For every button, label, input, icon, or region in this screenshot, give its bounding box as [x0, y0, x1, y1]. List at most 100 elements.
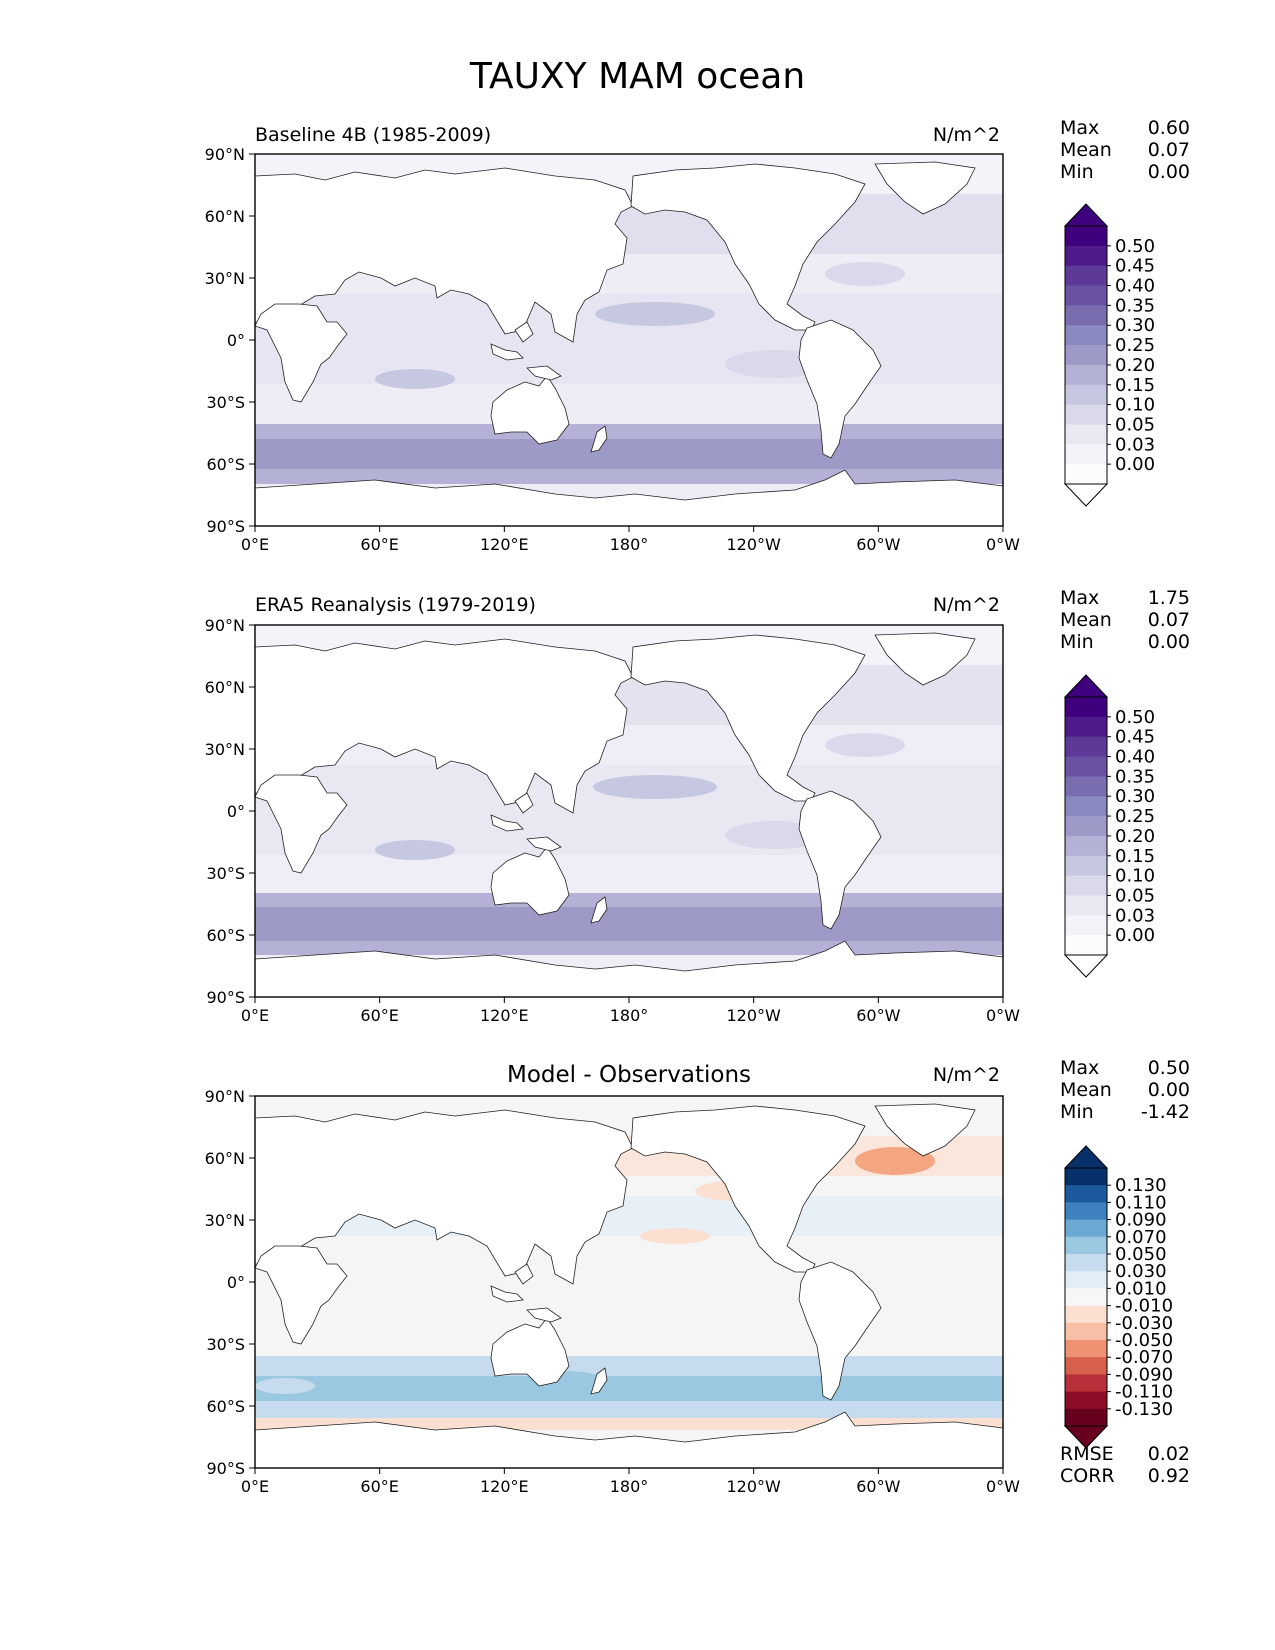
- stat-rmse: RMSE 0.02: [1060, 1443, 1190, 1465]
- figure-title: TAUXY MAM ocean: [469, 56, 806, 97]
- lon-tick-label: 180°: [610, 1006, 649, 1025]
- colorbar-segment: [1065, 855, 1107, 877]
- lat-tick-label: 60°S: [206, 1397, 245, 1416]
- lat-tick-label: 60°S: [206, 926, 245, 945]
- panel-2-title: ERA5 Reanalysis (1979-2019): [255, 594, 536, 616]
- colorbar-tick-label: -0.110: [1115, 1382, 1173, 1403]
- lat-tick-label: 90°N: [205, 616, 245, 635]
- colorbar-segment: [1065, 1357, 1107, 1375]
- field-blob: [595, 302, 715, 326]
- panel-3-stats: Max 0.50 Mean 0.00 Min -1.42: [1060, 1057, 1190, 1123]
- colorbar-tick-label: 0.03: [1115, 905, 1155, 926]
- stat-min: Min -1.42: [1060, 1101, 1190, 1123]
- colorbar-segment: [1065, 226, 1107, 247]
- colorbar-tick-label: 0.50: [1115, 236, 1155, 257]
- colorbar-segment: [1065, 1236, 1107, 1255]
- colorbar-tick-label: 0.010: [1115, 1278, 1167, 1299]
- field-blob: [375, 840, 455, 860]
- stat-mean: Mean 0.00: [1060, 1079, 1190, 1101]
- lon-tick-label: 0°E: [241, 535, 269, 554]
- colorbar-segment: [1065, 404, 1107, 425]
- colorbar-frame: [1064, 1167, 1108, 1427]
- lon-tick-label: 180°: [610, 535, 649, 554]
- colorbar-segment: [1065, 1168, 1107, 1186]
- colorbar-segment: [1065, 816, 1107, 837]
- stat-max: Max 1.75: [1060, 587, 1190, 609]
- panel-2-units: N/m^2: [932, 594, 1000, 616]
- colorbar-segment: [1065, 1340, 1107, 1358]
- field-band: [255, 439, 1003, 469]
- colorbar-cap-bottom: [1063, 1425, 1109, 1449]
- lat-tick-label: 60°N: [205, 207, 245, 226]
- colorbar-segment: [1065, 285, 1107, 306]
- colorbar-frame: [1064, 696, 1108, 956]
- lat-tick-label: 30°N: [205, 740, 245, 759]
- colorbar-segment: [1065, 935, 1107, 956]
- field-band: [255, 1376, 1003, 1401]
- field-band: [255, 907, 1003, 941]
- colorbar-2: 0.500.450.400.350.300.250.200.150.100.05…: [1063, 674, 1155, 978]
- panel-2-stats: Max 1.75 Mean 0.07 Min 0.00: [1060, 587, 1190, 653]
- colorbar-tick-label: 0.130: [1115, 1175, 1167, 1196]
- lon-tick-label: 0°E: [241, 1477, 269, 1496]
- colorbar-segment: [1065, 1374, 1107, 1393]
- field-blob: [825, 262, 905, 286]
- field-1: [255, 154, 1003, 526]
- colorbar-tick-label: 0.25: [1115, 806, 1155, 827]
- lon-tick-label: 120°E: [480, 535, 529, 554]
- lon-tick-label: 120°E: [480, 1477, 529, 1496]
- colorbar-cap-bottom: [1063, 954, 1109, 978]
- stat-min: Min 0.00: [1060, 631, 1190, 653]
- colorbar-tick-label: 0.00: [1115, 454, 1155, 475]
- colorbar-tick-label: 0.050: [1115, 1244, 1167, 1265]
- colorbar-segment: [1065, 895, 1107, 916]
- lon-tick-label: 60°E: [360, 535, 398, 554]
- colorbar-segment: [1065, 1288, 1107, 1307]
- colorbar-segment: [1065, 1185, 1107, 1203]
- colorbar-segment: [1065, 1305, 1107, 1324]
- panel-1-stats: Max 0.60 Mean 0.07 Min 0.00: [1060, 117, 1190, 183]
- lat-tick-label: 90°S: [206, 517, 245, 536]
- stat-mean: Mean 0.07: [1060, 609, 1190, 631]
- field-3: [255, 1096, 1003, 1468]
- colorbar-segment: [1065, 1322, 1107, 1341]
- colorbar-tick-label: 0.30: [1115, 786, 1155, 807]
- colorbar-tick-label: 0.45: [1115, 727, 1155, 748]
- colorbar-1: 0.500.450.400.350.300.250.200.150.100.05…: [1063, 203, 1155, 507]
- colorbar-segment: [1065, 325, 1107, 346]
- map-panel-2: 90°N 60°N 30°N 0° 30°S 60°S 90°S0°E 60°E 120°E 18…: [205, 616, 1021, 1025]
- field-blob: [375, 369, 455, 389]
- colorbar-segment: [1065, 345, 1107, 366]
- colorbar-tick-label: 0.40: [1115, 747, 1155, 768]
- lon-tick-label: 120°W: [726, 1477, 781, 1496]
- colorbar-tick-label: 0.05: [1115, 885, 1155, 906]
- field-blob: [825, 733, 905, 757]
- panel-3-title: Model - Observations: [506, 1062, 751, 1088]
- map-panel-3: 90°N 60°N 30°N 0° 30°S 60°S 90°S0°E 60°E 120°E 18…: [205, 1087, 1021, 1496]
- colorbar-segment: [1065, 915, 1107, 936]
- colorbar-segment: [1065, 265, 1107, 287]
- stat-max: Max 0.60: [1060, 117, 1190, 139]
- colorbar-segment: [1065, 697, 1107, 718]
- colorbar-segment: [1065, 245, 1107, 267]
- colorbar-segment: [1065, 1202, 1107, 1221]
- colorbar-segment: [1065, 1391, 1107, 1410]
- lat-tick-label: 90°N: [205, 145, 245, 164]
- lat-tick-label: 90°S: [206, 988, 245, 1007]
- lat-tick-label: 30°N: [205, 1211, 245, 1230]
- colorbar-segment: [1065, 796, 1107, 817]
- colorbar-tick-label: 0.10: [1115, 866, 1155, 887]
- colorbar-tick-label: 0.30: [1115, 315, 1155, 336]
- lat-tick-label: 0°: [227, 1273, 245, 1292]
- colorbar-tick-label: 0.20: [1115, 355, 1155, 376]
- colorbar-segment: [1065, 1254, 1107, 1272]
- colorbar-tick-label: 0.00: [1115, 925, 1155, 946]
- lat-tick-label: 0°: [227, 331, 245, 350]
- colorbar-segment: [1065, 424, 1107, 445]
- lon-tick-label: 120°W: [726, 1006, 781, 1025]
- lat-tick-label: 90°N: [205, 1087, 245, 1106]
- panel-1-units: N/m^2: [932, 124, 1000, 146]
- colorbar-tick-label: -0.030: [1115, 1313, 1173, 1334]
- colorbar-tick-label: 0.50: [1115, 707, 1155, 728]
- lon-tick-label: 60°E: [360, 1477, 398, 1496]
